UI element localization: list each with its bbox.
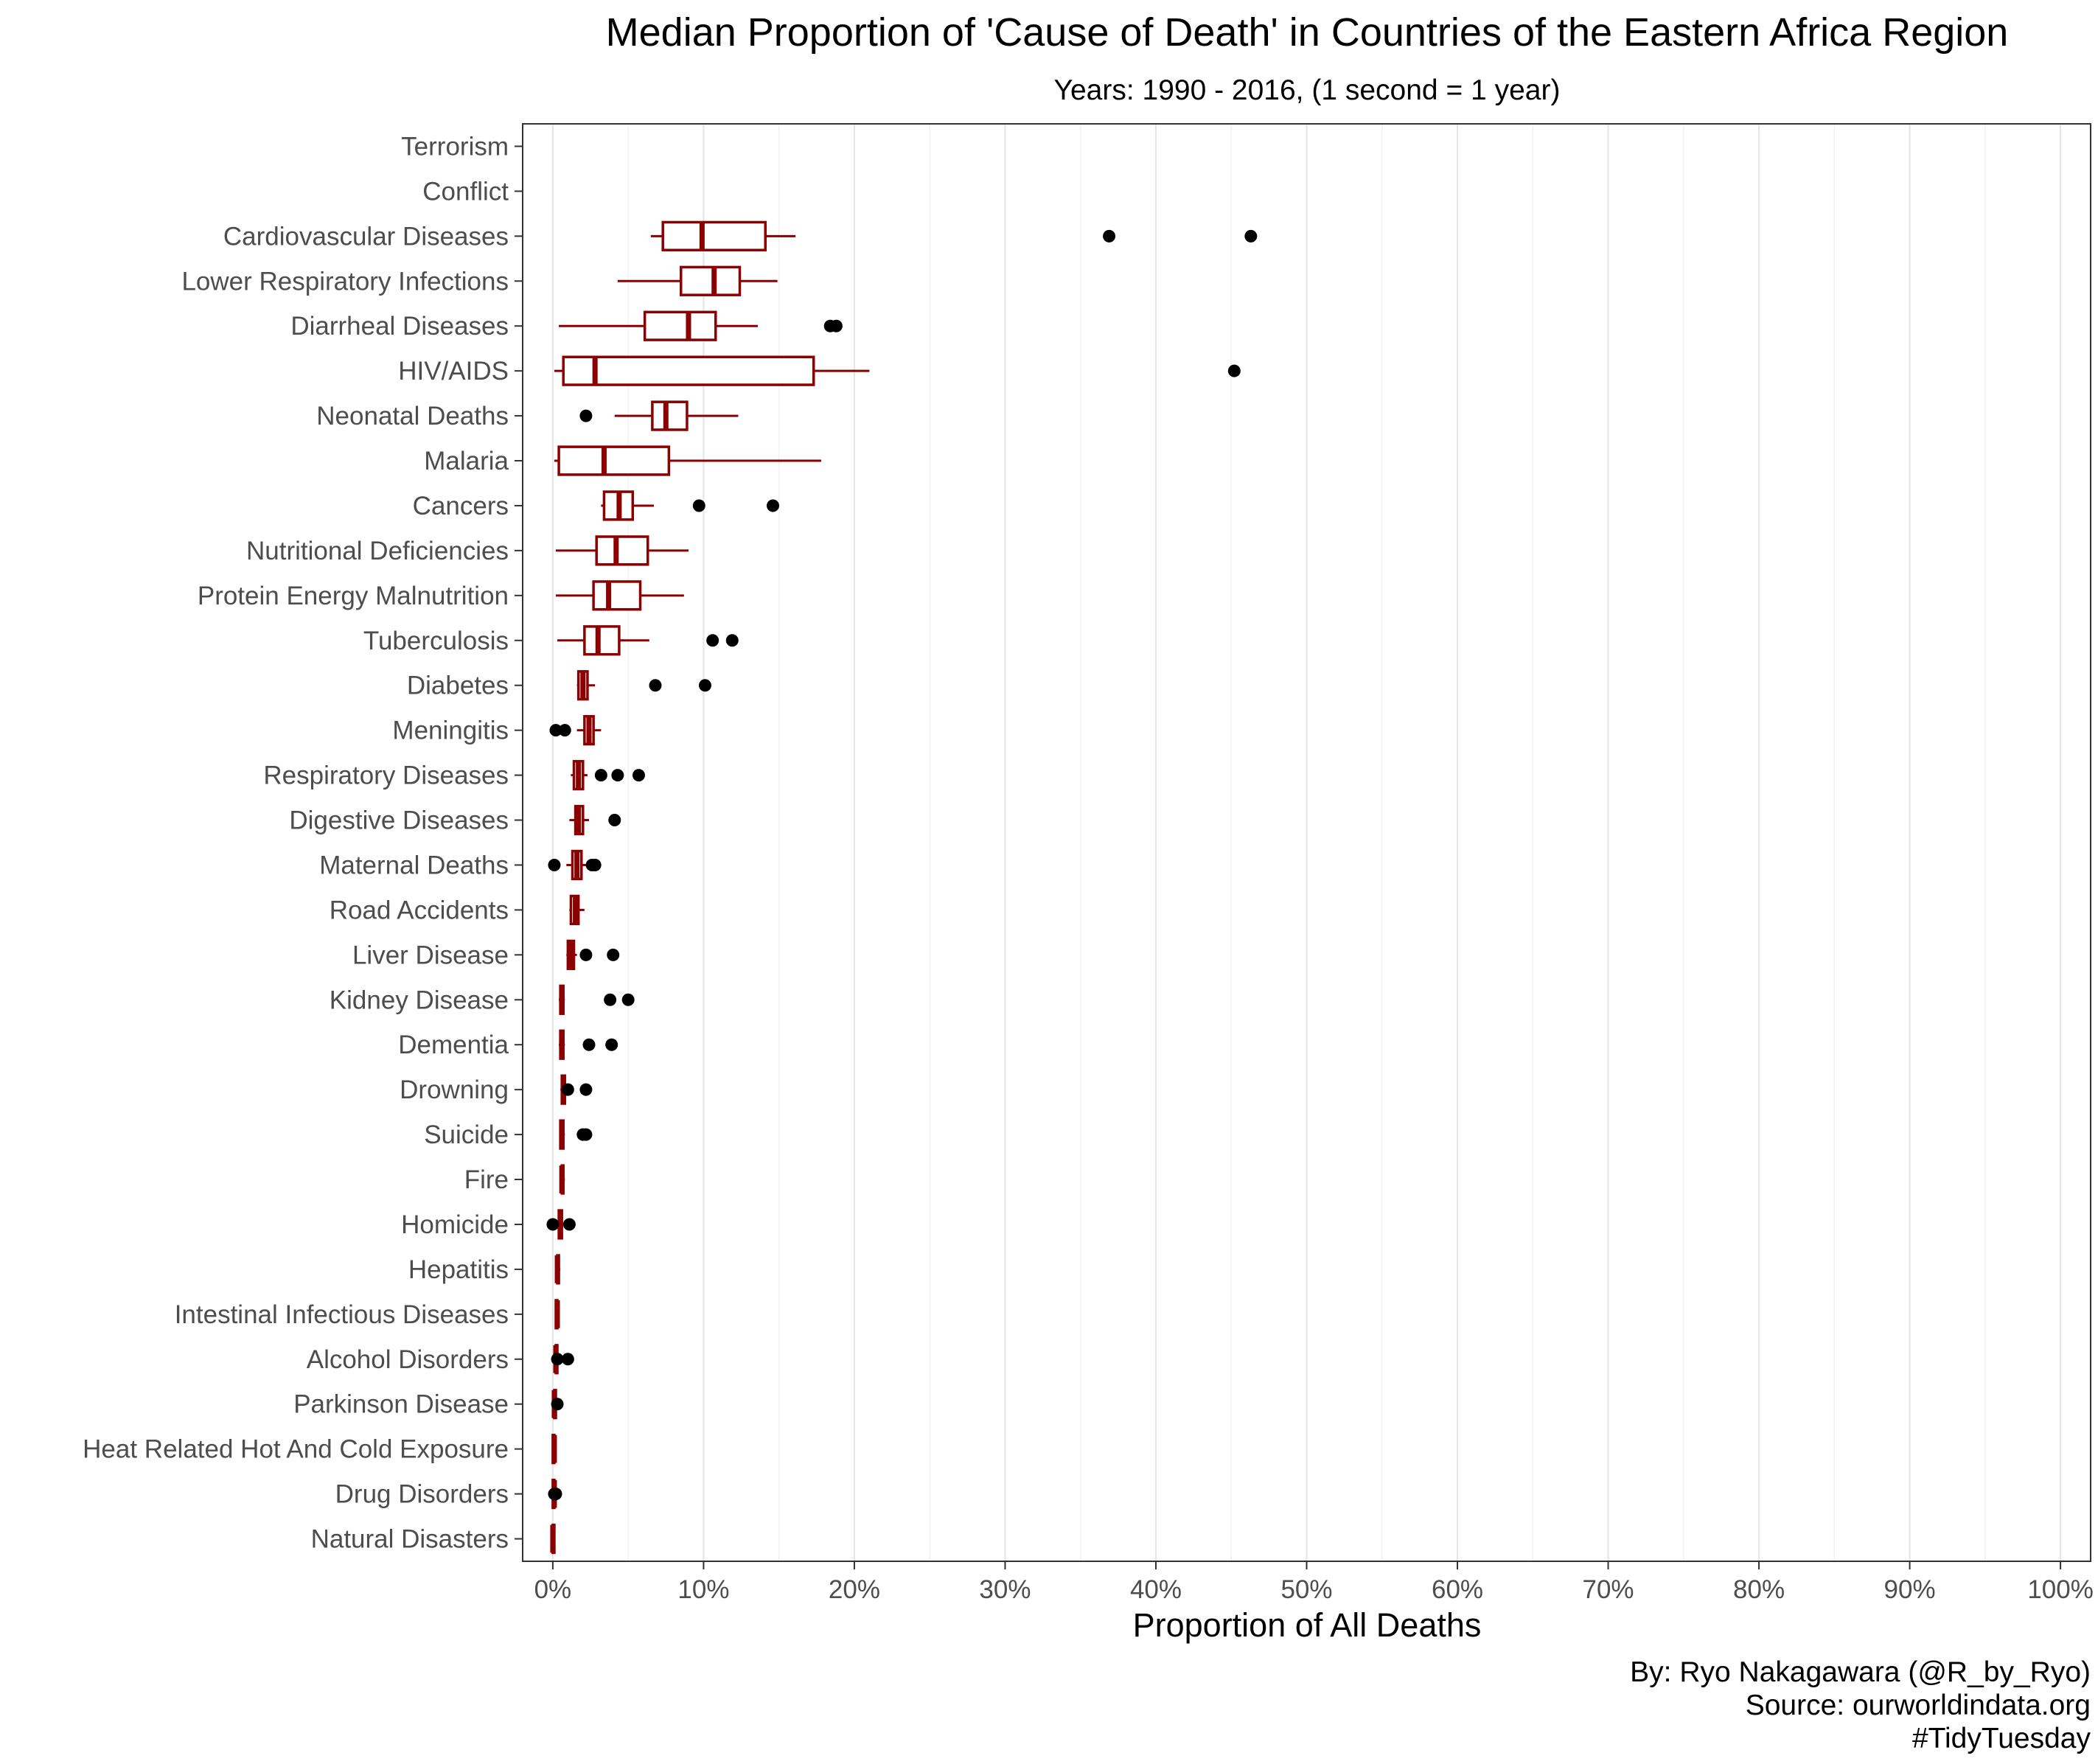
x-tick-label: 60%: [1432, 1575, 1483, 1604]
outlier-point: [829, 319, 843, 332]
outlier-point: [725, 634, 739, 647]
x-tick-label: 20%: [829, 1575, 880, 1604]
outlier-point: [549, 724, 562, 737]
x-tick-label: 10%: [677, 1575, 729, 1604]
outlier-point: [649, 679, 662, 692]
y-category-label: Tuberculosis: [363, 627, 509, 655]
x-tick-label: 70%: [1583, 1575, 1634, 1604]
outlier-point: [549, 1488, 562, 1501]
outlier-point: [594, 769, 607, 782]
outlier-point: [692, 499, 705, 512]
x-tick-label: 80%: [1733, 1575, 1785, 1604]
y-category-label: Homicide: [401, 1210, 509, 1239]
box-iqr: [643, 310, 717, 341]
y-category-label: Protein Energy Malnutrition: [198, 582, 509, 610]
outlier-point: [611, 769, 624, 782]
y-category-label: Malaria: [424, 447, 509, 475]
y-category-label: Terrorism: [401, 132, 509, 161]
y-category-label: Maternal Deaths: [319, 851, 509, 879]
y-category-label: Conflict: [422, 177, 509, 206]
x-tick-label: 30%: [979, 1575, 1031, 1604]
outlier-point: [561, 1083, 574, 1096]
outlier-point: [546, 1218, 560, 1231]
y-category-label: Drug Disorders: [335, 1480, 509, 1509]
y-category-label: Drowning: [400, 1076, 509, 1104]
x-axis: 0% 10% 20% 30% 40% 50% 60% 70% 80% 90% 100%: [534, 1561, 2094, 1604]
y-category-label: Diabetes: [407, 672, 509, 700]
box-iqr: [651, 400, 689, 431]
box-iqr: [592, 580, 642, 611]
box-iqr: [583, 625, 621, 656]
outlier-point: [1103, 229, 1116, 243]
outlier-point: [579, 409, 593, 422]
outlier-point: [706, 634, 719, 647]
y-category-label: Fire: [464, 1165, 509, 1194]
y-category-label: Natural Disasters: [311, 1525, 509, 1554]
outlier-point: [579, 1083, 593, 1096]
y-category-label: Neonatal Deaths: [316, 402, 509, 430]
outlier-point: [579, 948, 593, 961]
outlier-point: [551, 1353, 564, 1366]
outlier-point: [767, 499, 780, 512]
caption: By: Ryo Nakagawara (@R_by_Ryo)Source: ou…: [1630, 1656, 2091, 1754]
y-category-label: Respiratory Diseases: [263, 761, 509, 790]
y-category-label: Lower Respiratory Infections: [181, 267, 509, 296]
outlier-point: [561, 1353, 574, 1366]
caption-line: Source: ourworldindata.org: [1746, 1690, 2091, 1721]
caption-line: #TidyTuesday: [1912, 1723, 2091, 1754]
box-iqr: [557, 445, 671, 476]
y-category-label: Intestinal Infectious Diseases: [175, 1300, 509, 1329]
x-tick-label: 40%: [1130, 1575, 1182, 1604]
outlier-point: [551, 1398, 564, 1411]
outlier-point: [632, 769, 645, 782]
outlier-point: [604, 993, 617, 1006]
box-iqr: [562, 355, 815, 386]
outlier-point: [582, 1038, 596, 1051]
outlier-point: [588, 858, 602, 871]
chart-subtitle: Years: 1990 - 2016, (1 second = 1 year): [1054, 74, 1561, 106]
x-axis-title: Proportion of All Deaths: [1133, 1606, 1482, 1644]
y-axis: Terrorism Conflict Cardiovascular Diseases…: [83, 132, 523, 1554]
y-category-label: Meningitis: [392, 717, 509, 745]
y-category-label: Heat Related Hot And Cold Exposure: [83, 1435, 509, 1464]
y-category-label: HIV/AIDS: [398, 357, 509, 386]
plot-marks: [546, 220, 1258, 1555]
outlier-point: [548, 858, 561, 871]
caption-line: By: Ryo Nakagawara (@R_by_Ryo): [1630, 1656, 2091, 1688]
y-category-label: Suicide: [424, 1120, 509, 1149]
y-category-label: Nutritional Deficiencies: [246, 537, 509, 565]
y-category-label: Hepatitis: [408, 1255, 509, 1284]
outlier-point: [698, 679, 711, 692]
y-category-label: Kidney Disease: [330, 986, 509, 1014]
outlier-point: [607, 948, 620, 961]
x-tick-label: 90%: [1884, 1575, 1936, 1604]
y-category-label: Cancers: [413, 492, 509, 520]
x-tick-label: 50%: [1280, 1575, 1332, 1604]
box-iqr: [595, 535, 649, 566]
grid-lines: [551, 124, 2062, 1561]
y-category-label: Diarrheal Diseases: [290, 312, 509, 341]
y-category-label: Cardiovascular Diseases: [223, 222, 509, 251]
outlier-point: [1227, 364, 1241, 377]
y-category-label: Road Accidents: [330, 896, 509, 924]
box-iqr: [679, 265, 742, 296]
box-iqr: [661, 220, 767, 251]
outlier-point: [621, 993, 635, 1006]
outlier-point: [579, 1128, 593, 1141]
outlier-point: [605, 1038, 618, 1051]
y-category-label: Dementia: [398, 1031, 509, 1059]
outlier-point: [608, 814, 621, 827]
outlier-point: [558, 724, 571, 737]
outlier-point: [562, 1218, 576, 1231]
y-category-label: Liver Disease: [352, 941, 509, 969]
x-tick-label: 100%: [2027, 1575, 2094, 1604]
y-category-label: Parkinson Disease: [293, 1390, 509, 1419]
chart-title: Median Proportion of 'Cause of Death' in…: [606, 10, 2009, 55]
y-category-label: Digestive Diseases: [289, 806, 509, 835]
y-category-label: Alcohol Disorders: [307, 1345, 509, 1374]
outlier-point: [1244, 229, 1258, 243]
x-tick-label: 0%: [534, 1575, 572, 1604]
